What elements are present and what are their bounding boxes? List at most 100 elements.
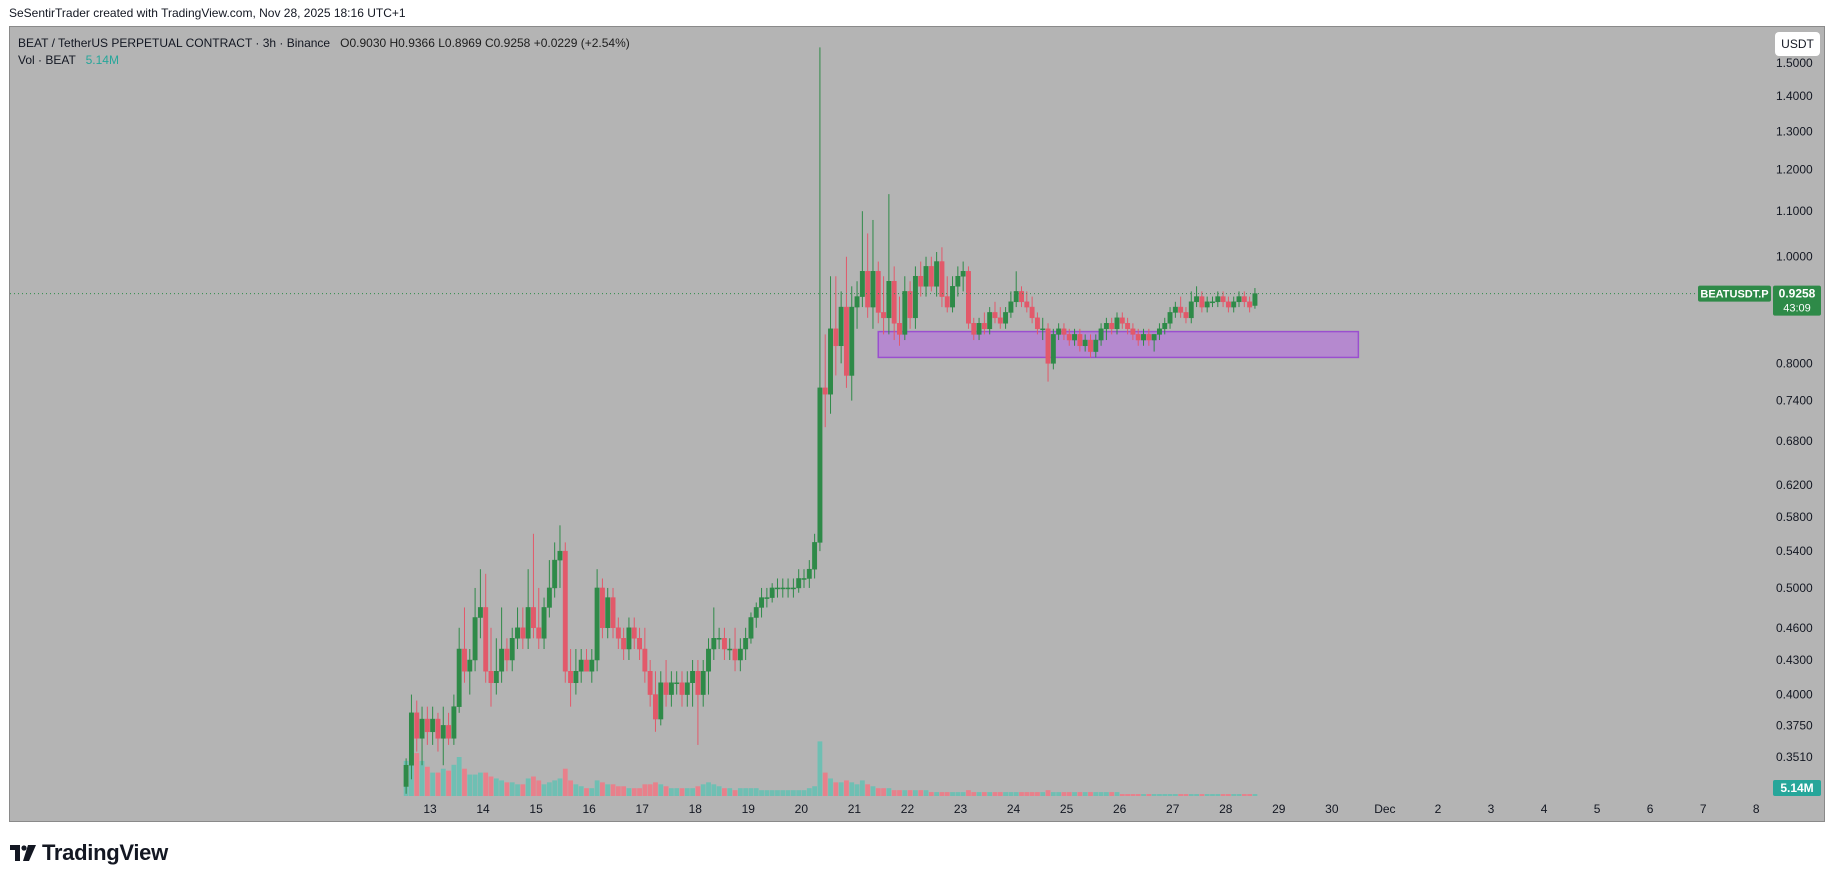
symbol-price-tag [1698, 285, 1771, 302]
candle-body [472, 617, 478, 661]
volume-bar [1066, 792, 1072, 796]
x-axis-tick-label: 30 [1325, 802, 1339, 816]
volume-bar [1162, 794, 1168, 796]
volume-bar [1151, 794, 1157, 796]
tradingview-logo[interactable]: TradingView [10, 840, 168, 866]
y-axis-tick-label: 0.4000 [1776, 688, 1813, 702]
candle-body [1199, 296, 1205, 308]
candle-body [966, 271, 971, 324]
chart-legend: BEAT / TetherUS PERPETUAL CONTRACT · 3h … [18, 35, 630, 69]
candle-body [679, 682, 685, 695]
volume-bar [1178, 794, 1184, 796]
candle-body [806, 568, 812, 579]
candle-body [1109, 323, 1115, 330]
candle-body [467, 659, 473, 672]
candle-body [477, 607, 483, 618]
candle-body [997, 317, 1003, 324]
volume-bar [568, 780, 573, 796]
volume-bar [1019, 792, 1024, 796]
volume-bar [992, 792, 998, 796]
y-axis-tick-label: 0.6200 [1776, 478, 1813, 492]
y-axis-tick-label: 1.3000 [1776, 124, 1813, 138]
volume-bar [483, 772, 489, 796]
volume-bar [1045, 790, 1051, 796]
volume-bar [934, 792, 940, 796]
candle-body [610, 597, 616, 629]
candle-body [971, 323, 977, 335]
volume-bar [950, 792, 955, 796]
candle-body [859, 271, 865, 297]
currency-button[interactable]: USDT [1775, 32, 1820, 56]
y-axis-tick-label: 0.4300 [1776, 653, 1813, 667]
candle-body [960, 271, 966, 277]
legend-symbol[interactable]: BEAT / TetherUS PERPETUAL CONTRACT · 3h … [18, 36, 331, 50]
candle-body [594, 587, 600, 661]
candle-body [520, 627, 526, 639]
volume-bar [467, 774, 473, 796]
candle-body [700, 670, 706, 695]
x-axis-tick-label: 27 [1166, 802, 1180, 816]
volume-bar [780, 790, 786, 796]
tradingview-logo-icon [10, 845, 36, 861]
volume-bar [1241, 794, 1247, 796]
volume-bar [663, 786, 669, 796]
candle-body [1194, 296, 1200, 303]
candle-body [1024, 301, 1030, 308]
candle-body [584, 659, 589, 672]
candle-body [435, 718, 441, 739]
volume-bar [1215, 794, 1221, 796]
candle-body [1082, 339, 1088, 347]
volume-bar [658, 784, 664, 796]
candle-body [515, 627, 520, 639]
candle-body [780, 587, 786, 590]
volume-bar [525, 778, 531, 796]
candle-body [1151, 334, 1157, 341]
volume-bar [605, 784, 611, 796]
candle-body [541, 607, 547, 639]
candle-body [775, 587, 780, 590]
volume-bar [1050, 792, 1056, 796]
candle-body [817, 387, 823, 543]
legend-volume-label[interactable]: Vol · BEAT [18, 53, 76, 67]
candle-body [1093, 339, 1099, 352]
volume-bar [859, 780, 865, 796]
candle-body [663, 682, 669, 695]
candle-body [424, 718, 430, 733]
volume-bar [515, 784, 520, 796]
y-axis-tick-label: 1.0000 [1776, 250, 1813, 264]
x-axis-tick-label: 21 [848, 802, 862, 816]
x-axis-tick-label: 8 [1753, 802, 1760, 816]
volume-bar [493, 778, 499, 796]
candle-body [1013, 291, 1019, 303]
candle-body [875, 271, 881, 313]
support-zone-rectangle[interactable] [877, 330, 1360, 359]
volume-bar [944, 792, 950, 796]
volume-bar [695, 786, 701, 796]
y-axis-tick-label: 0.5000 [1776, 581, 1813, 595]
volume-bar [966, 790, 971, 796]
candle-body [1167, 312, 1173, 324]
volume-bar [653, 782, 658, 796]
candle-body [1072, 334, 1078, 341]
bar-countdown: 43:09 [1783, 303, 1811, 315]
candle-body [578, 659, 584, 672]
candle-body [430, 718, 436, 733]
y-axis-tick-label: 1.1000 [1776, 204, 1813, 218]
chart-pane[interactable] [9, 26, 1825, 822]
volume-bar [955, 792, 961, 796]
volume-bar [642, 784, 648, 796]
volume-bar [870, 786, 876, 796]
candle-body [865, 271, 871, 308]
candle-body [1215, 296, 1221, 303]
candle-body [456, 648, 462, 707]
volume-bar [706, 782, 711, 796]
candle-body [1066, 334, 1072, 341]
candle-body [695, 670, 701, 695]
candle-body [621, 638, 627, 650]
volume-bar [637, 788, 642, 796]
volume-bar [748, 788, 754, 796]
candle-body [414, 712, 420, 739]
volume-bar [552, 780, 558, 796]
candle-body [944, 296, 950, 308]
